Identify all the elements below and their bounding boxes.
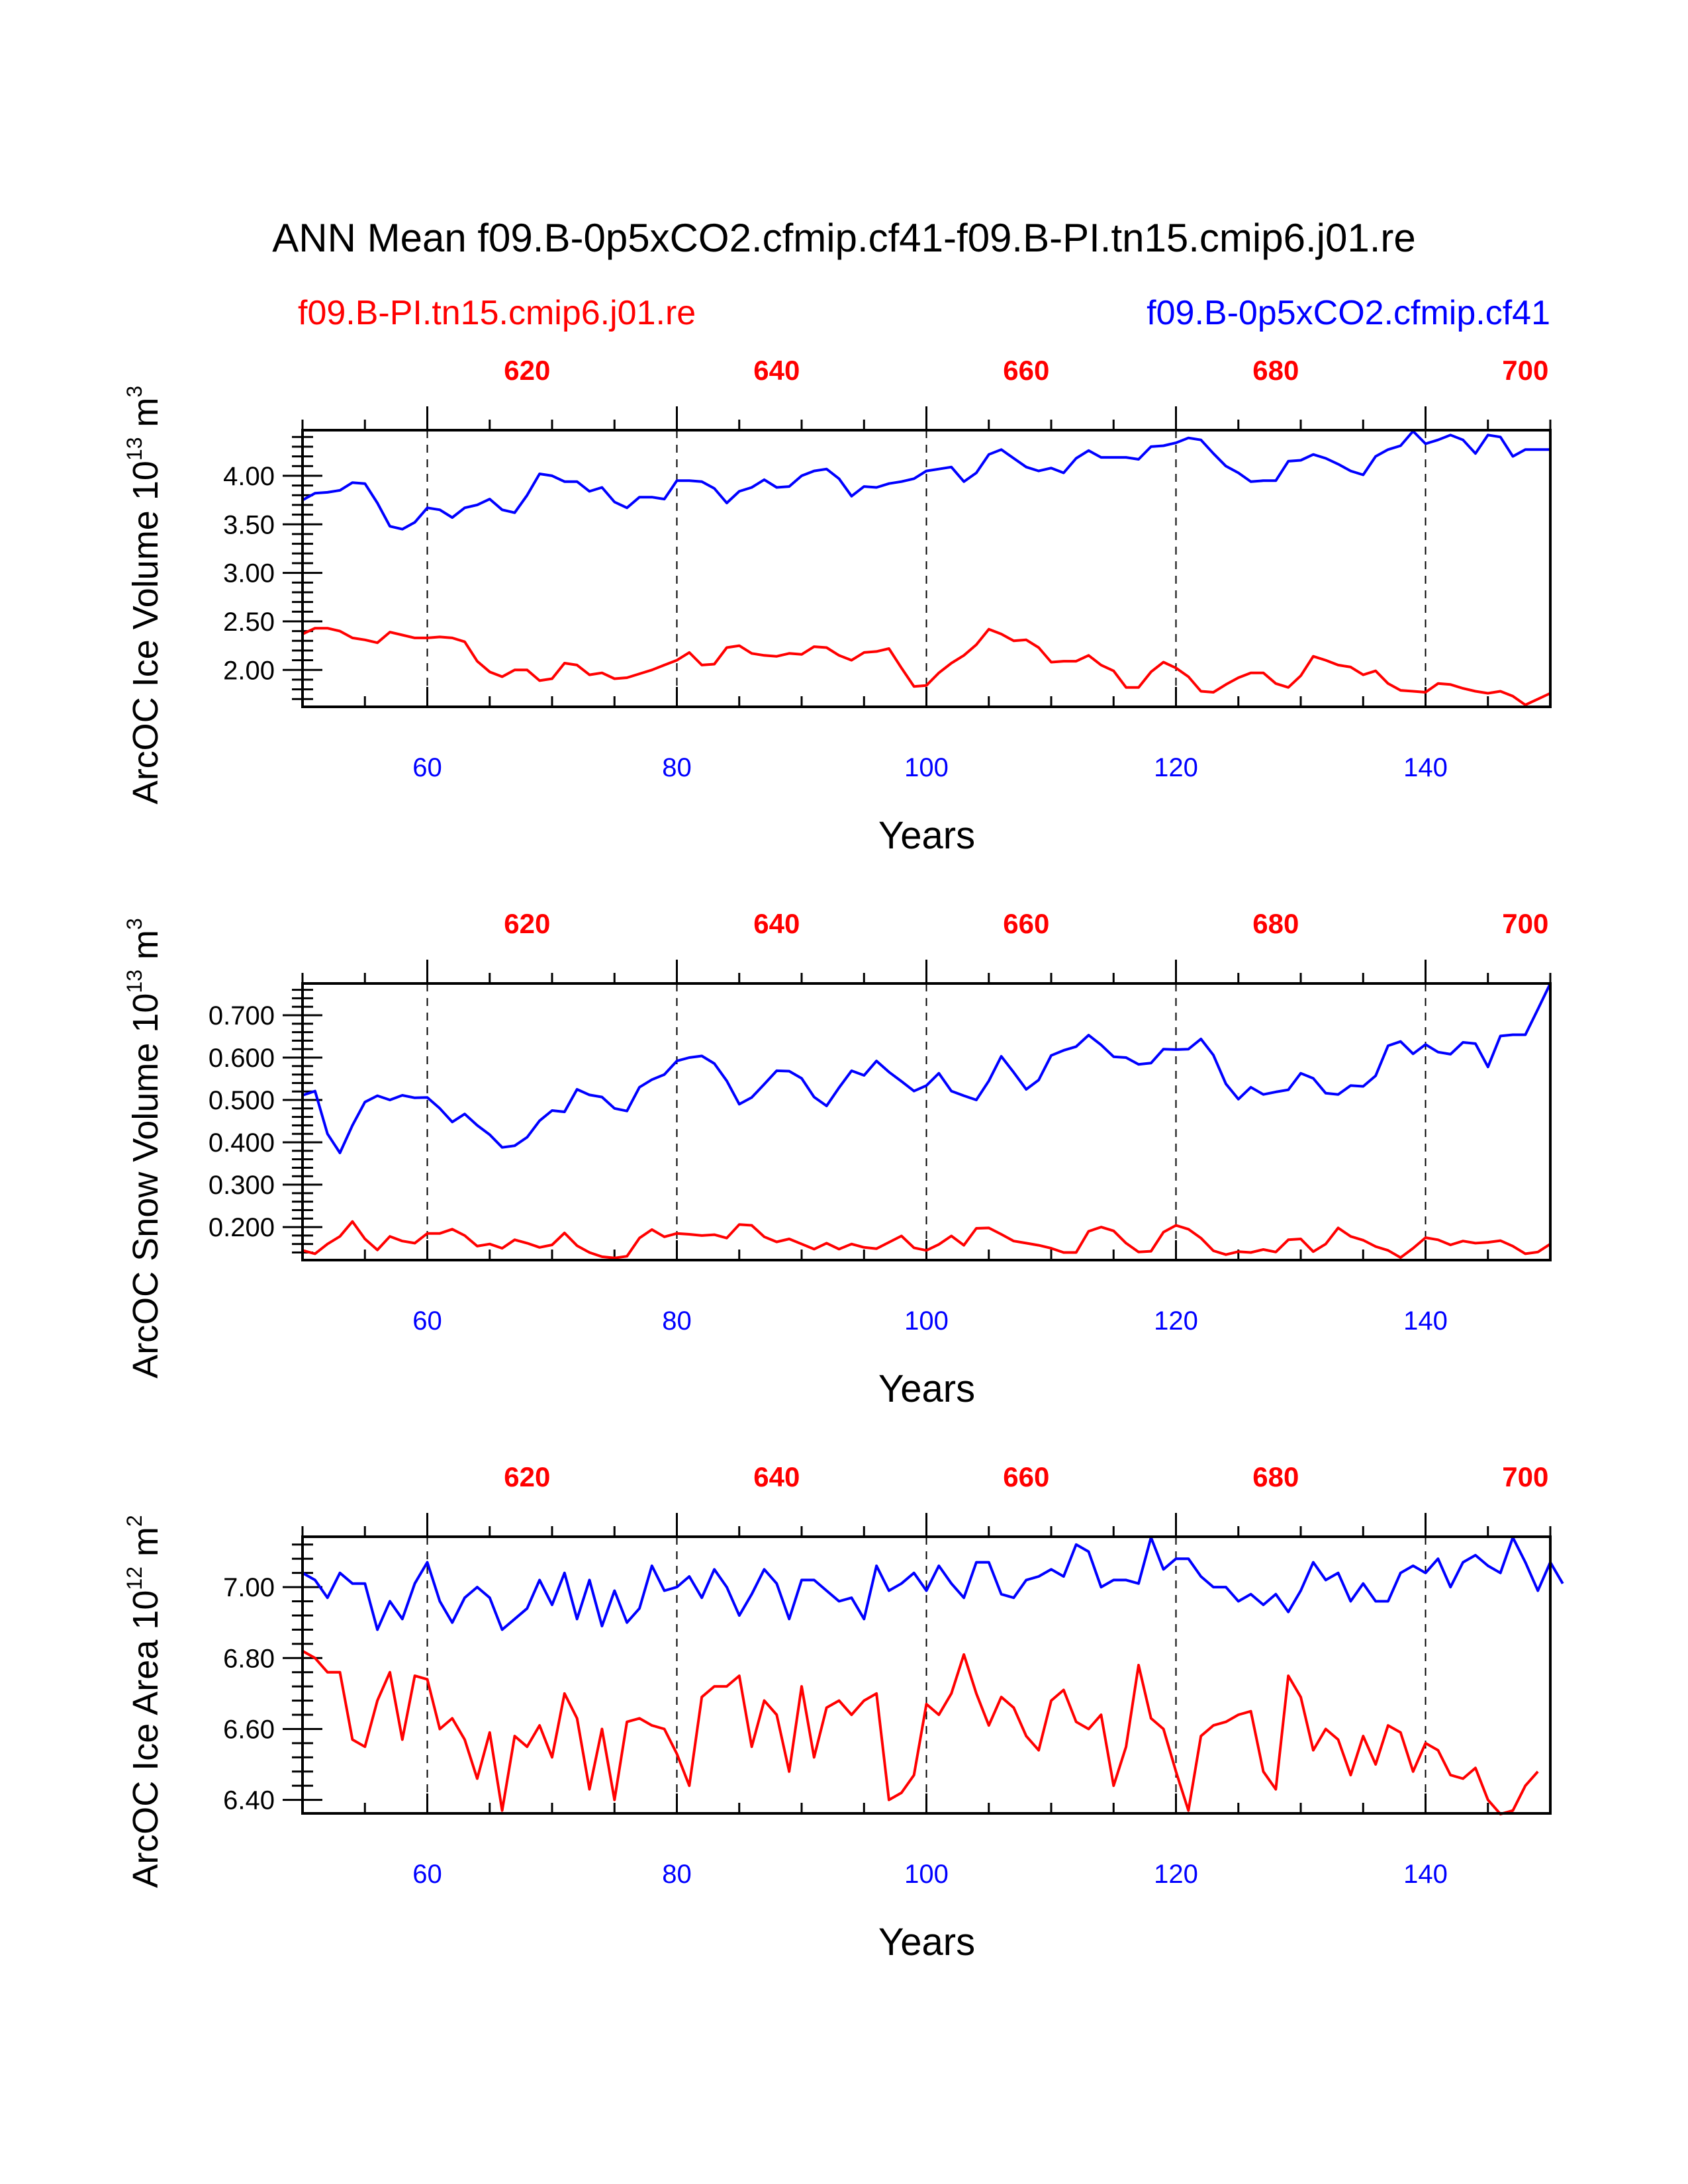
y-tick-label: 0.400 — [209, 1128, 275, 1158]
top-tick-label: 660 — [1003, 355, 1049, 386]
y-tick-label: 7.00 — [223, 1573, 275, 1602]
top-tick-label: 620 — [504, 1461, 550, 1492]
x-tick-label: 60 — [412, 753, 442, 782]
y-tick-label: 3.50 — [223, 510, 275, 539]
x-tick-label: 120 — [1154, 753, 1198, 782]
plot-frame — [301, 429, 1552, 708]
x-tick-label: 100 — [904, 1306, 949, 1336]
y-tick-label: 0.500 — [209, 1086, 275, 1115]
y-tick-label: 6.80 — [223, 1644, 275, 1673]
y-tick-label: 2.00 — [223, 656, 275, 685]
y-tick-label: 6.60 — [223, 1715, 275, 1744]
x-tick-label: 60 — [412, 1860, 442, 1889]
x-tick-label: 100 — [904, 753, 949, 782]
x-tick-label: 80 — [662, 753, 692, 782]
control-series-line — [302, 1220, 1552, 1259]
panel-2: 60 80 100 120 140 620 640 660 680 700 0.700 0.600 0.… — [122, 908, 1552, 1410]
top-tick-label: 680 — [1252, 908, 1299, 939]
plot-frame — [301, 982, 1552, 1261]
test-series-line — [302, 983, 1552, 1154]
test-series-line — [302, 1536, 1564, 1631]
top-tick-label: 620 — [504, 355, 550, 386]
top-tick-label: 640 — [753, 908, 800, 939]
y-tick-label: 3.00 — [223, 559, 275, 588]
x-axis-label: Years — [878, 814, 975, 857]
legend-control-label: f09.B-PI.tn15.cmip6.j01.re — [298, 294, 696, 332]
top-tick-label: 660 — [1003, 1461, 1049, 1492]
control-series-line — [302, 1649, 1539, 1816]
top-tick-label: 660 — [1003, 908, 1049, 939]
top-tick-label: 620 — [504, 908, 550, 939]
x-tick-label: 120 — [1154, 1860, 1198, 1889]
panel-3: 60 80 100 120 140 620 640 660 680 700 7.00 6.80 6.60… — [122, 1461, 1564, 1964]
y-axis-label: ArcOC Ice Area 1012 m2 — [122, 1515, 165, 1888]
y-tick-label: 2.50 — [223, 608, 275, 637]
chart-title: ANN Mean f09.B-0p5xCO2.cfmip.cf41-f09.B-… — [272, 216, 1415, 260]
y-tick-label: 0.700 — [209, 1001, 275, 1030]
y-axis-label: ArcOC Ice Volume 1013 m3 — [122, 386, 165, 805]
x-tick-label: 80 — [662, 1860, 692, 1889]
control-series-line — [302, 627, 1551, 707]
x-tick-label: 100 — [904, 1860, 949, 1889]
test-series-line — [302, 430, 1550, 531]
x-tick-label: 60 — [412, 1306, 442, 1336]
top-tick-label: 680 — [1252, 355, 1299, 386]
top-tick-label: 700 — [1502, 1461, 1548, 1492]
x-tick-label: 140 — [1403, 753, 1448, 782]
x-tick-label: 140 — [1403, 1860, 1448, 1889]
x-axis-label: Years — [878, 1367, 975, 1410]
y-tick-label: 4.00 — [223, 462, 275, 491]
plot-frame — [301, 1535, 1552, 1815]
y-tick-label: 0.300 — [209, 1171, 275, 1200]
top-tick-label: 680 — [1252, 1461, 1299, 1492]
legend-test-label: f09.B-0p5xCO2.cfmip.cf41 — [1147, 294, 1550, 332]
top-tick-label: 700 — [1502, 355, 1548, 386]
x-tick-label: 140 — [1403, 1306, 1448, 1336]
y-tick-label: 6.40 — [223, 1786, 275, 1815]
y-tick-label: 0.600 — [209, 1044, 275, 1073]
x-tick-label: 120 — [1154, 1306, 1198, 1336]
y-tick-label: 0.200 — [209, 1213, 275, 1242]
panel-1: 60 80 100 120 140 620 640 660 680 700 4.00 3.50 3.00… — [122, 355, 1552, 857]
top-tick-label: 640 — [753, 1461, 800, 1492]
top-tick-label: 640 — [753, 355, 800, 386]
x-tick-label: 80 — [662, 1306, 692, 1336]
y-axis-label: ArcOC Snow Volume 1013 m3 — [122, 918, 165, 1379]
top-tick-label: 700 — [1502, 908, 1548, 939]
x-axis-label: Years — [878, 1921, 975, 1964]
